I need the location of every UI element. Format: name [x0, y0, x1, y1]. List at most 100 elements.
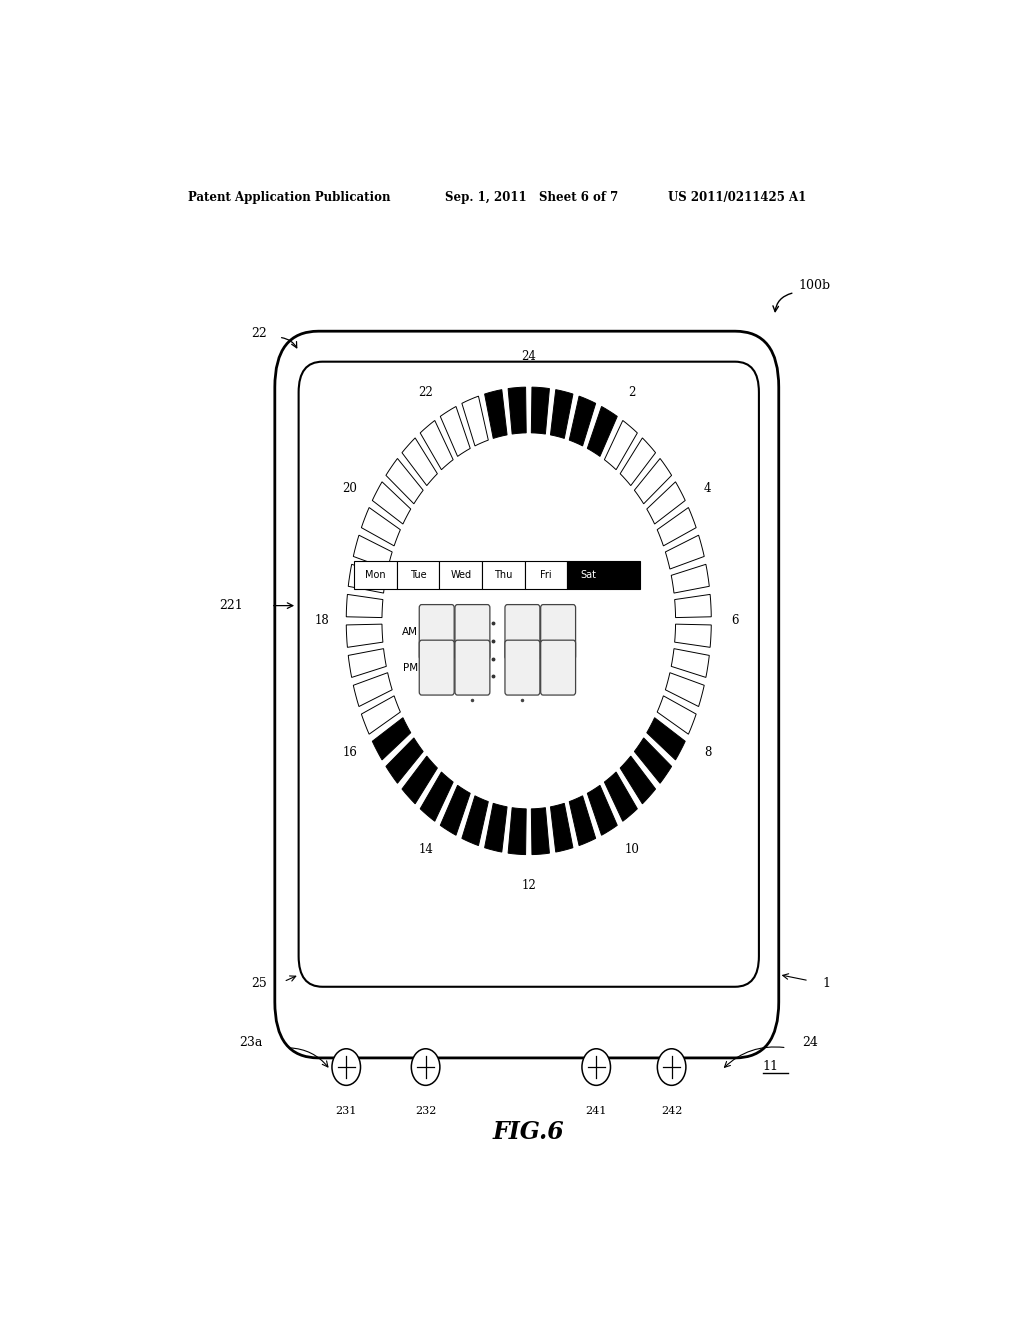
Wedge shape [531, 387, 550, 434]
Wedge shape [551, 389, 572, 438]
Text: 22: 22 [418, 385, 433, 399]
FancyBboxPatch shape [455, 605, 489, 660]
FancyBboxPatch shape [541, 640, 575, 696]
Text: AM: AM [401, 627, 418, 638]
Wedge shape [588, 785, 617, 836]
Text: Wed: Wed [451, 570, 471, 579]
Wedge shape [635, 458, 672, 504]
Bar [397, 561, 439, 589]
FancyBboxPatch shape [505, 605, 540, 660]
Wedge shape [508, 387, 526, 434]
Text: FIG.6: FIG.6 [493, 1121, 564, 1144]
Bar [439, 561, 482, 589]
Text: Sat: Sat [581, 570, 597, 579]
Wedge shape [420, 421, 454, 470]
Text: US 2011/0211425 A1: US 2011/0211425 A1 [668, 190, 806, 203]
Wedge shape [621, 438, 655, 486]
FancyBboxPatch shape [299, 362, 759, 987]
FancyBboxPatch shape [505, 640, 540, 696]
Wedge shape [402, 756, 437, 804]
Text: 24: 24 [803, 1036, 818, 1049]
Wedge shape [569, 796, 596, 846]
Text: 25: 25 [251, 977, 267, 990]
Wedge shape [647, 718, 685, 760]
Wedge shape [346, 624, 383, 647]
Wedge shape [353, 673, 392, 706]
Text: Thu: Thu [495, 570, 513, 579]
Wedge shape [348, 565, 386, 593]
Wedge shape [604, 421, 637, 470]
Text: 241: 241 [586, 1106, 607, 1115]
Bar [567, 561, 610, 589]
Wedge shape [361, 507, 400, 546]
Wedge shape [440, 407, 470, 457]
Wedge shape [484, 804, 507, 853]
Wedge shape [551, 804, 572, 853]
Wedge shape [386, 738, 423, 783]
Wedge shape [635, 738, 672, 783]
Text: Tue: Tue [410, 570, 426, 579]
Text: Mon: Mon [366, 570, 386, 579]
Wedge shape [647, 482, 685, 524]
Wedge shape [671, 565, 710, 593]
Text: 20: 20 [343, 482, 357, 495]
FancyBboxPatch shape [541, 605, 575, 660]
Wedge shape [361, 696, 400, 734]
Bar [354, 561, 397, 589]
Wedge shape [675, 594, 712, 618]
Text: 18: 18 [315, 614, 330, 627]
Wedge shape [462, 396, 488, 446]
Wedge shape [386, 458, 423, 504]
Text: 8: 8 [703, 747, 711, 759]
Circle shape [582, 1049, 610, 1085]
Circle shape [332, 1049, 360, 1085]
Text: 2: 2 [629, 385, 636, 399]
Text: 221: 221 [219, 599, 243, 612]
Wedge shape [666, 673, 705, 706]
Wedge shape [588, 407, 617, 457]
Wedge shape [657, 696, 696, 734]
Wedge shape [373, 718, 411, 760]
Text: 24: 24 [521, 350, 537, 363]
Text: 242: 242 [660, 1106, 682, 1115]
Text: 231: 231 [336, 1106, 357, 1115]
Text: PM: PM [402, 663, 418, 673]
Text: Fri: Fri [541, 570, 552, 579]
Text: Sep. 1, 2011   Sheet 6 of 7: Sep. 1, 2011 Sheet 6 of 7 [445, 190, 618, 203]
Text: 100b: 100b [799, 279, 830, 292]
Text: 14: 14 [418, 843, 433, 857]
Text: 10: 10 [625, 843, 639, 857]
Wedge shape [657, 507, 696, 546]
Wedge shape [675, 624, 712, 647]
Text: 22: 22 [251, 327, 267, 339]
Circle shape [412, 1049, 440, 1085]
Text: 11: 11 [763, 1060, 779, 1073]
Bar [610, 561, 640, 589]
Text: 232: 232 [415, 1106, 436, 1115]
Wedge shape [348, 648, 386, 677]
Wedge shape [420, 772, 454, 821]
Wedge shape [373, 482, 411, 524]
Wedge shape [666, 535, 705, 569]
FancyBboxPatch shape [455, 640, 489, 696]
Wedge shape [440, 785, 470, 836]
Circle shape [657, 1049, 686, 1085]
Text: 12: 12 [521, 879, 537, 891]
Wedge shape [531, 808, 550, 854]
Wedge shape [508, 808, 526, 854]
Wedge shape [462, 796, 488, 846]
Text: 23a: 23a [240, 1036, 263, 1049]
FancyBboxPatch shape [274, 331, 779, 1057]
Wedge shape [484, 389, 507, 438]
Text: 4: 4 [703, 482, 712, 495]
Wedge shape [621, 756, 655, 804]
Wedge shape [569, 396, 596, 446]
Wedge shape [671, 648, 710, 677]
FancyBboxPatch shape [419, 605, 455, 660]
Wedge shape [346, 594, 383, 618]
Text: Patent Application Publication: Patent Application Publication [187, 190, 390, 203]
FancyBboxPatch shape [419, 640, 455, 696]
Bar [482, 561, 524, 589]
Wedge shape [604, 772, 637, 821]
Bar [524, 561, 567, 589]
